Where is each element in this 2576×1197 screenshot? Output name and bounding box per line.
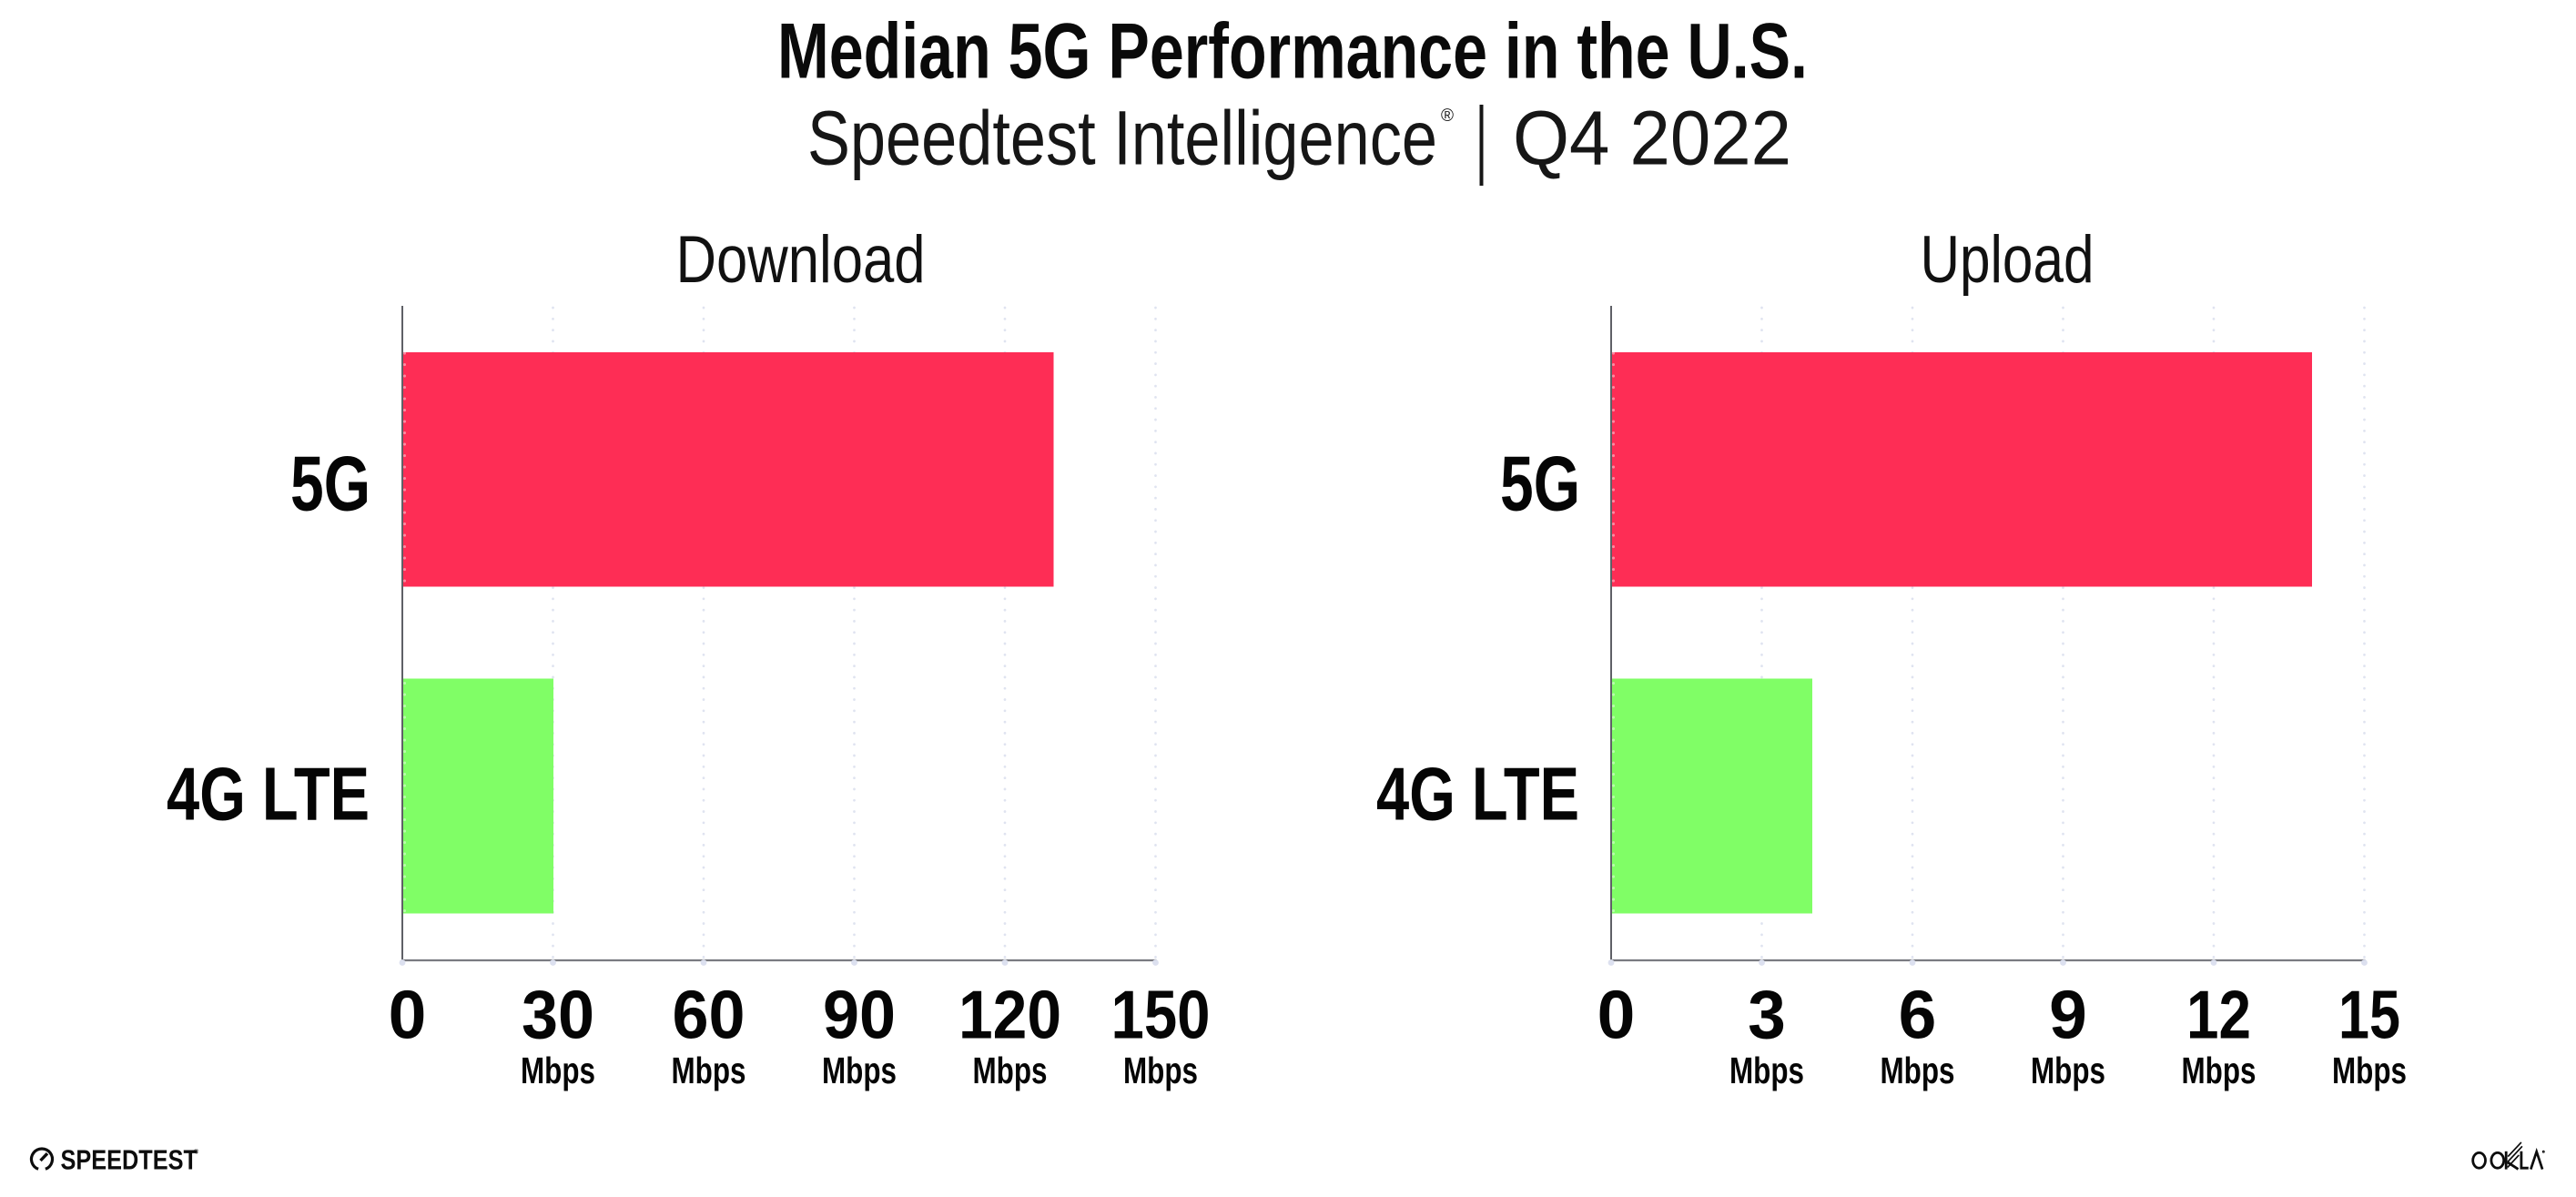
svg-text:SPEEDTEST: SPEEDTEST bbox=[61, 1145, 198, 1176]
svg-text:Mbps: Mbps bbox=[1123, 1050, 1198, 1091]
svg-text:Mbps: Mbps bbox=[2332, 1050, 2407, 1091]
svg-text:3: 3 bbox=[1748, 977, 1786, 1053]
svg-text:Median 5G Performance in the U: Median 5G Performance in the U.S. bbox=[777, 8, 1808, 96]
svg-text:Download: Download bbox=[676, 221, 926, 297]
svg-text:90: 90 bbox=[823, 977, 896, 1053]
svg-text:Q4 2022: Q4 2022 bbox=[1513, 96, 1791, 181]
svg-text:0: 0 bbox=[389, 977, 427, 1053]
svg-text:Mbps: Mbps bbox=[973, 1050, 1048, 1091]
svg-text:4G LTE: 4G LTE bbox=[167, 752, 370, 837]
svg-text:150: 150 bbox=[1111, 977, 1211, 1053]
svg-text:0: 0 bbox=[1597, 977, 1636, 1053]
svg-text:6: 6 bbox=[1899, 977, 1937, 1053]
svg-text:Mbps: Mbps bbox=[2031, 1050, 2105, 1091]
svg-text:120: 120 bbox=[958, 977, 1061, 1053]
svg-text:12: 12 bbox=[2186, 977, 2251, 1053]
svg-text:®: ® bbox=[1441, 107, 1454, 126]
svg-text:60: 60 bbox=[673, 977, 745, 1053]
svg-text:Mbps: Mbps bbox=[1881, 1050, 1955, 1091]
svg-text:Mbps: Mbps bbox=[1729, 1050, 1804, 1091]
svg-text:15: 15 bbox=[2338, 977, 2400, 1053]
svg-text:9: 9 bbox=[2049, 977, 2087, 1053]
svg-text:Upload: Upload bbox=[1921, 221, 2094, 297]
svg-text:Mbps: Mbps bbox=[822, 1050, 897, 1091]
svg-text:5G: 5G bbox=[1500, 441, 1580, 528]
svg-text:Mbps: Mbps bbox=[2182, 1050, 2257, 1091]
svg-text:4G LTE: 4G LTE bbox=[1376, 752, 1579, 837]
svg-text:®: ® bbox=[194, 1149, 199, 1156]
svg-text:Mbps: Mbps bbox=[672, 1050, 746, 1091]
svg-text:30: 30 bbox=[522, 977, 594, 1053]
svg-text:Speedtest Intelligence: Speedtest Intelligence bbox=[807, 96, 1437, 181]
svg-text:5G: 5G bbox=[290, 441, 370, 528]
svg-text:Mbps: Mbps bbox=[521, 1050, 595, 1091]
